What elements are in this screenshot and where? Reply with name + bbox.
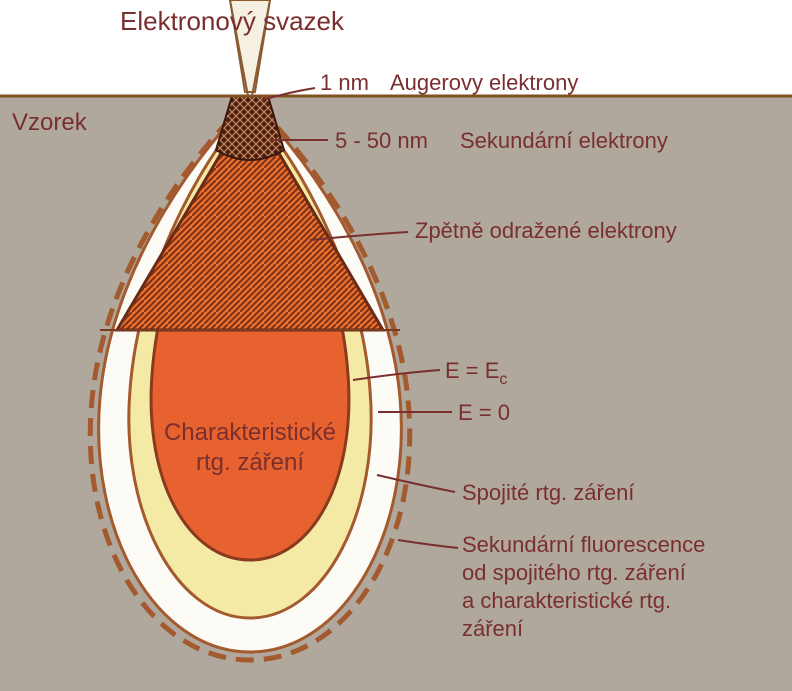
e-ec-sub: c	[499, 371, 507, 388]
auger-label: Augerovy elektrony	[390, 70, 578, 95]
title: Elektronový svazek	[120, 6, 345, 36]
secondary-depth: 5 - 50 nm	[335, 128, 428, 153]
char-xray-line2: rtg. záření	[196, 449, 304, 476]
fluor-line1: Sekundární fluorescence	[462, 532, 705, 557]
fluor-line2: od spojitého rtg. záření	[462, 560, 686, 585]
continuous-label: Spojité rtg. záření	[462, 480, 634, 505]
fluor-line3: a charakteristické rtg.	[462, 588, 671, 613]
bse-label: Zpětně odražené elektrony	[415, 218, 677, 243]
fluor-line4: záření	[462, 616, 523, 641]
sample-label: Vzorek	[12, 109, 88, 136]
secondary-label: Sekundární elektrony	[460, 128, 668, 153]
e-zero-label: E = 0	[458, 400, 510, 425]
auger-depth: 1 nm	[320, 70, 369, 95]
char-xray-line1: Charakteristické	[164, 419, 336, 446]
